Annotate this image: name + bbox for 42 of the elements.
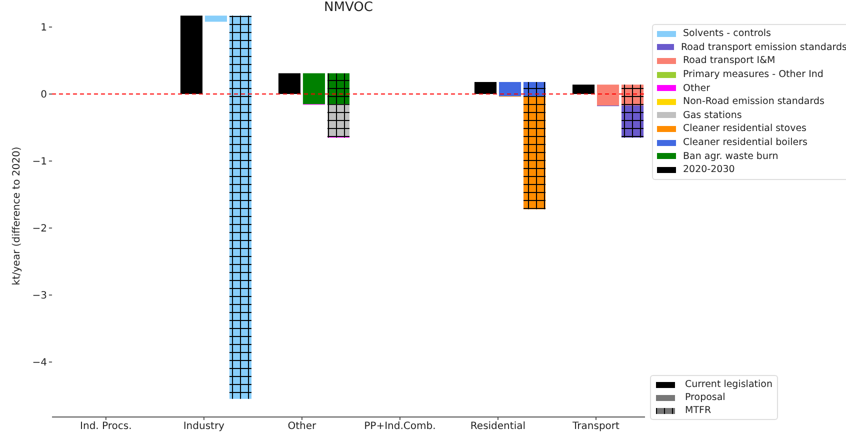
- y-axis-title: kt/year (difference to 2020): [12, 146, 23, 286]
- legend-label: 2020-2030: [683, 164, 735, 176]
- bar: [523, 82, 546, 96]
- bar: [327, 73, 350, 104]
- y-tick-label: −1: [32, 156, 47, 168]
- x-tick-label: Transport: [572, 421, 620, 432]
- bar: [278, 73, 300, 94]
- legend-label: Primary measures - Other Ind: [683, 69, 824, 80]
- legend-label: Cleaner residential boilers: [683, 137, 808, 148]
- bar: [621, 84, 644, 106]
- text: Current legislation: [685, 379, 772, 390]
- bar: [474, 82, 497, 94]
- legend-label: Gas stations: [683, 110, 742, 121]
- y-tick-label: −4: [32, 358, 47, 369]
- text: Proposal: [685, 392, 726, 403]
- bar: [523, 96, 546, 210]
- bar: [572, 84, 595, 94]
- bar: [180, 16, 202, 94]
- bar: [596, 84, 620, 106]
- legend-label: Road transport I&M: [683, 55, 776, 66]
- x-tick-label: Industry: [183, 421, 225, 432]
- y-tick-label: −2: [32, 224, 47, 235]
- bar: [302, 73, 325, 104]
- legend-label: Solvents - controls: [683, 28, 771, 40]
- y-tick-label: 1: [40, 22, 47, 34]
- bar: [327, 104, 350, 137]
- x-tick-label: Other: [288, 421, 318, 432]
- x-tick-label: Residential: [470, 421, 526, 432]
- x-tick-label: PP+Ind.Comb.: [364, 421, 436, 432]
- x-tick-label: Ind. Procs.: [80, 421, 132, 432]
- y-tick-label: −3: [32, 290, 47, 302]
- text: MTFR: [685, 405, 712, 416]
- chart-title: NMVOC: [323, 0, 374, 15]
- bar: [498, 82, 522, 96]
- y-tick-label: 0: [40, 90, 47, 101]
- bar: [204, 16, 227, 22]
- legend-label: Cleaner residential stoves: [683, 123, 807, 134]
- legend-label: Non-Road emission standards: [683, 96, 824, 108]
- legend-label: Ban agr. waste burn: [683, 150, 778, 162]
- bar: [621, 105, 644, 138]
- bar: [229, 16, 252, 399]
- legend-label: Other: [683, 82, 710, 94]
